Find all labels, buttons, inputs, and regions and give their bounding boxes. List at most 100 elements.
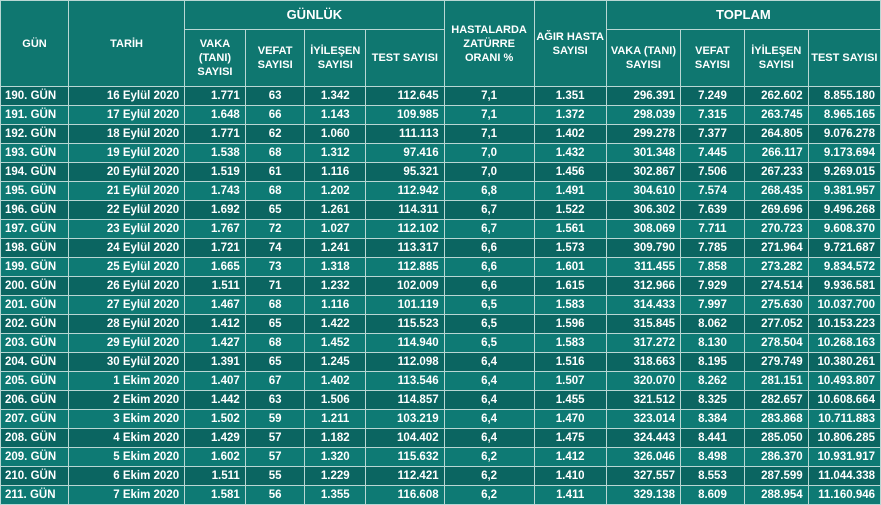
cell-daily-test: 111.113 bbox=[365, 124, 445, 144]
cell-gun: 203. GÜN bbox=[0, 333, 69, 353]
table-row: 193. GÜN 19 Eylül 2020 1.538 68 1.312 97.416 7… bbox=[0, 143, 881, 163]
cell-total-test: 9.608.370 bbox=[807, 219, 881, 239]
cell-total-iyilesen: 270.723 bbox=[743, 219, 809, 239]
cell-daily-test: 112.421 bbox=[365, 466, 445, 486]
cell-daily-vaka: 1.581 bbox=[184, 485, 246, 505]
cell-daily-iyilesen: 1.182 bbox=[304, 428, 367, 448]
cell-daily-test: 113.546 bbox=[365, 371, 445, 391]
cell-total-iyilesen: 281.151 bbox=[743, 371, 809, 391]
cell-total-iyilesen: 262.602 bbox=[743, 86, 809, 106]
cell-zaturre: 6,4 bbox=[443, 352, 535, 372]
cell-tarih: 27 Eylül 2020 bbox=[67, 295, 186, 315]
cell-daily-vefat: 71 bbox=[244, 276, 306, 296]
cell-daily-vaka: 1.665 bbox=[184, 257, 246, 277]
cell-total-test: 9.721.687 bbox=[807, 238, 881, 258]
cell-daily-test: 115.523 bbox=[365, 314, 445, 334]
cell-total-vefat: 8.441 bbox=[680, 428, 745, 448]
cell-total-test: 10.931.917 bbox=[807, 447, 881, 467]
table-row: 190. GÜN 16 Eylül 2020 1.771 63 1.342 112.645… bbox=[0, 86, 881, 106]
cell-agir-hasta: 1.491 bbox=[533, 181, 607, 201]
cell-daily-iyilesen: 1.312 bbox=[304, 143, 367, 163]
cell-total-iyilesen: 286.370 bbox=[743, 447, 809, 467]
cell-total-vefat: 7.249 bbox=[680, 86, 745, 106]
cell-daily-vefat: 65 bbox=[244, 352, 306, 372]
cell-total-test: 9.936.581 bbox=[807, 276, 881, 296]
cell-daily-test: 114.940 bbox=[365, 333, 445, 353]
cell-daily-vaka: 1.743 bbox=[184, 181, 246, 201]
cell-total-vaka: 296.391 bbox=[605, 86, 682, 106]
cell-gun: 195. GÜN bbox=[0, 181, 69, 201]
cell-total-test: 11.160.946 bbox=[807, 485, 881, 505]
cell-zaturre: 7,1 bbox=[443, 124, 535, 144]
table-row: 205. GÜN 1 Ekim 2020 1.407 67 1.402 113.546 6,… bbox=[0, 371, 881, 391]
cell-total-vaka: 324.443 bbox=[605, 428, 682, 448]
header-daily-vefat: VEFAT SAYISI bbox=[244, 29, 306, 87]
header-row-groups: GÜN TARİH GÜNLÜK HASTALARDA ZATÜRRE ORAN… bbox=[0, 0, 881, 87]
cell-total-vefat: 7.445 bbox=[680, 143, 745, 163]
cell-total-vefat: 7.997 bbox=[680, 295, 745, 315]
cell-total-vaka: 314.433 bbox=[605, 295, 682, 315]
cell-daily-iyilesen: 1.506 bbox=[304, 390, 367, 410]
cell-total-test: 9.076.278 bbox=[807, 124, 881, 144]
cell-zaturre: 7,0 bbox=[443, 162, 535, 182]
cell-zaturre: 7,1 bbox=[443, 105, 535, 125]
cell-total-vefat: 7.929 bbox=[680, 276, 745, 296]
cell-total-test: 10.037.700 bbox=[807, 295, 881, 315]
cell-agir-hasta: 1.522 bbox=[533, 200, 607, 220]
cell-daily-test: 113.317 bbox=[365, 238, 445, 258]
cell-tarih: 19 Eylül 2020 bbox=[67, 143, 186, 163]
cell-agir-hasta: 1.351 bbox=[533, 86, 607, 106]
cell-daily-vefat: 68 bbox=[244, 181, 306, 201]
table-row: 207. GÜN 3 Ekim 2020 1.502 59 1.211 103.219 6,… bbox=[0, 409, 881, 429]
table-row: 202. GÜN 28 Eylül 2020 1.412 65 1.422 115.523… bbox=[0, 314, 881, 334]
cell-daily-iyilesen: 1.241 bbox=[304, 238, 367, 258]
cell-daily-test: 109.985 bbox=[365, 105, 445, 125]
cell-total-vaka: 321.512 bbox=[605, 390, 682, 410]
cell-total-vefat: 7.785 bbox=[680, 238, 745, 258]
cell-agir-hasta: 1.475 bbox=[533, 428, 607, 448]
cell-daily-vaka: 1.767 bbox=[184, 219, 246, 239]
cell-tarih: 30 Eylül 2020 bbox=[67, 352, 186, 372]
header-daily-iyilesen: İYİLEŞEN SAYISI bbox=[304, 29, 367, 87]
header-daily-vaka: VAKA (TANI) SAYISI bbox=[184, 29, 246, 87]
cell-daily-test: 95.321 bbox=[365, 162, 445, 182]
table-row: 211. GÜN 7 Ekim 2020 1.581 56 1.355 116.608 6,… bbox=[0, 485, 881, 505]
cell-daily-vaka: 1.692 bbox=[184, 200, 246, 220]
cell-agir-hasta: 1.470 bbox=[533, 409, 607, 429]
header-gunluk: GÜNLÜK bbox=[184, 0, 445, 30]
table-row: 210. GÜN 6 Ekim 2020 1.511 55 1.229 112.421 6,… bbox=[0, 466, 881, 486]
header-daily-test: TEST SAYISI bbox=[365, 29, 445, 87]
cell-daily-vefat: 66 bbox=[244, 105, 306, 125]
cell-total-vefat: 8.384 bbox=[680, 409, 745, 429]
cell-total-vaka: 309.790 bbox=[605, 238, 682, 258]
cell-daily-iyilesen: 1.229 bbox=[304, 466, 367, 486]
cell-gun: 194. GÜN bbox=[0, 162, 69, 182]
cell-zaturre: 6,2 bbox=[443, 447, 535, 467]
cell-daily-iyilesen: 1.245 bbox=[304, 352, 367, 372]
cell-total-vefat: 8.062 bbox=[680, 314, 745, 334]
cell-tarih: 1 Ekim 2020 bbox=[67, 371, 186, 391]
cell-daily-iyilesen: 1.318 bbox=[304, 257, 367, 277]
cell-daily-vefat: 59 bbox=[244, 409, 306, 429]
cell-tarih: 25 Eylül 2020 bbox=[67, 257, 186, 277]
cell-daily-test: 114.311 bbox=[365, 200, 445, 220]
cell-total-iyilesen: 278.504 bbox=[743, 333, 809, 353]
cell-daily-vefat: 65 bbox=[244, 314, 306, 334]
cell-daily-iyilesen: 1.143 bbox=[304, 105, 367, 125]
cell-daily-vefat: 57 bbox=[244, 447, 306, 467]
cell-total-iyilesen: 274.514 bbox=[743, 276, 809, 296]
cell-daily-vefat: 61 bbox=[244, 162, 306, 182]
cell-daily-vefat: 73 bbox=[244, 257, 306, 277]
table-body: 190. GÜN 16 Eylül 2020 1.771 63 1.342 112.645… bbox=[0, 86, 881, 505]
cell-daily-vefat: 63 bbox=[244, 390, 306, 410]
cell-zaturre: 6,8 bbox=[443, 181, 535, 201]
cell-agir-hasta: 1.615 bbox=[533, 276, 607, 296]
cell-agir-hasta: 1.583 bbox=[533, 333, 607, 353]
cell-total-vaka: 317.272 bbox=[605, 333, 682, 353]
cell-total-test: 10.153.223 bbox=[807, 314, 881, 334]
cell-gun: 207. GÜN bbox=[0, 409, 69, 429]
cell-daily-test: 112.645 bbox=[365, 86, 445, 106]
cell-daily-test: 112.098 bbox=[365, 352, 445, 372]
cell-gun: 208. GÜN bbox=[0, 428, 69, 448]
